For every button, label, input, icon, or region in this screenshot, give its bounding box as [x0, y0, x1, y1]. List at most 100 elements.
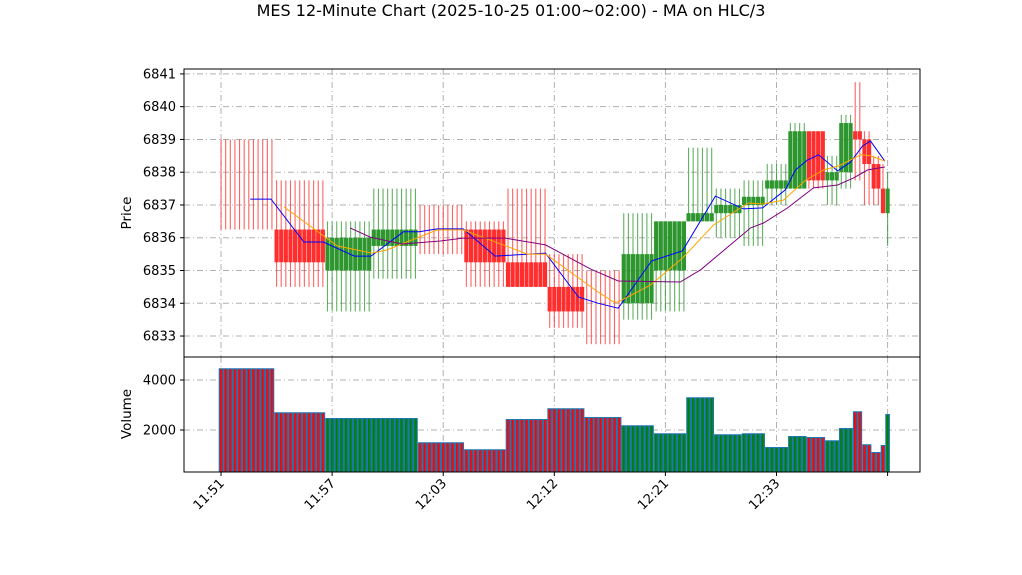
volume-group: [885, 414, 890, 472]
candle-body: [353, 237, 358, 271]
candle-body: [816, 131, 821, 181]
candle-body: [663, 221, 668, 271]
volume-strip: [807, 438, 810, 472]
volume-group: [825, 440, 839, 472]
volume-strip: [321, 413, 324, 472]
candle-body: [681, 221, 687, 271]
volume-strip: [867, 445, 870, 472]
volume-strip: [858, 412, 861, 472]
volume-strip: [594, 418, 597, 472]
candle-group: [464, 221, 506, 287]
volume-strip: [846, 429, 848, 472]
volume-strip: [446, 443, 449, 472]
candle-group: [788, 123, 807, 189]
candle-group: [806, 131, 825, 189]
moving-averages: [250, 140, 886, 309]
volume-strip: [443, 443, 445, 472]
volume-strip: [272, 369, 274, 472]
candle-body: [626, 254, 631, 304]
volume-strip: [520, 420, 523, 472]
volume-strip: [673, 434, 676, 472]
candle-body: [811, 131, 816, 181]
volume-strip: [775, 448, 777, 472]
volume-strip: [670, 434, 672, 472]
volume-strip: [349, 419, 352, 472]
volume-group: [653, 433, 687, 472]
volume-strip: [738, 435, 740, 472]
volume-strip: [543, 420, 546, 472]
candle-body: [709, 213, 714, 222]
volume-strip: [580, 409, 583, 472]
volume-strip: [613, 418, 615, 472]
volume-group: [806, 437, 826, 472]
volume-bar: [862, 444, 872, 472]
volume-strip: [295, 413, 297, 472]
volume-strip: [286, 413, 288, 472]
price-tick-label: 6838: [143, 166, 176, 181]
candle-body: [492, 229, 497, 263]
volume-strip: [772, 448, 774, 472]
volume-strip: [451, 443, 453, 472]
volume-strip: [365, 419, 367, 472]
volume-strip: [328, 419, 329, 472]
volume-strip: [627, 426, 629, 472]
volume-group: [274, 412, 326, 472]
volume-strip: [511, 420, 514, 472]
volume-strip: [790, 437, 792, 472]
volume-strip: [416, 419, 417, 472]
volume-strip: [568, 409, 570, 472]
candle-group: [839, 114, 853, 189]
volume-strip: [277, 413, 279, 472]
candle-body: [829, 172, 835, 181]
volume-strip: [367, 419, 370, 472]
volume-group: [325, 418, 372, 472]
volume-strip: [853, 412, 856, 472]
volume-strip: [840, 429, 842, 472]
volume-strip: [513, 420, 515, 472]
volume-strip: [256, 369, 259, 472]
volume-strip: [270, 369, 273, 472]
candle-body: [575, 286, 580, 312]
volume-strip: [275, 413, 277, 472]
candle-body: [306, 229, 312, 263]
volume-strip: [434, 443, 436, 472]
volume-strip: [303, 413, 305, 472]
candle-body: [769, 180, 774, 189]
volume-group: [880, 445, 886, 472]
volume-strip: [756, 434, 759, 472]
volume-strip: [779, 448, 782, 472]
volume-strip: [379, 419, 380, 472]
volume-strip: [360, 419, 362, 472]
volume-strip: [479, 450, 481, 472]
price-tick-label: 6837: [143, 198, 176, 213]
volume-strip: [340, 419, 342, 472]
volume-strip: [406, 419, 408, 472]
volume-strip: [497, 450, 500, 472]
candle-body: [732, 204, 737, 214]
volume-strip: [485, 450, 487, 472]
volume-strip: [562, 409, 564, 472]
candle-body: [293, 229, 298, 263]
candle-body: [848, 123, 853, 173]
candle-group: [825, 155, 839, 205]
volume-group: [417, 442, 465, 472]
candle-body: [316, 229, 321, 263]
time-tick-label: 11:51: [191, 476, 228, 513]
candle-body: [542, 262, 548, 287]
candle-body: [501, 229, 506, 263]
volume-strip: [242, 369, 245, 472]
price-panel-frame: [183, 68, 921, 358]
volume-strip: [804, 437, 806, 472]
volume-strip: [641, 426, 643, 472]
volume-strip: [664, 434, 666, 472]
candle-body: [556, 286, 562, 312]
candle-body: [325, 237, 330, 271]
volume-strip: [267, 369, 269, 472]
candle-body: [413, 229, 418, 246]
volume-strip: [679, 434, 681, 472]
volume-strip: [682, 434, 685, 472]
volume-strip: [525, 420, 527, 472]
volume-strip: [462, 443, 464, 472]
candle-body: [496, 229, 501, 263]
